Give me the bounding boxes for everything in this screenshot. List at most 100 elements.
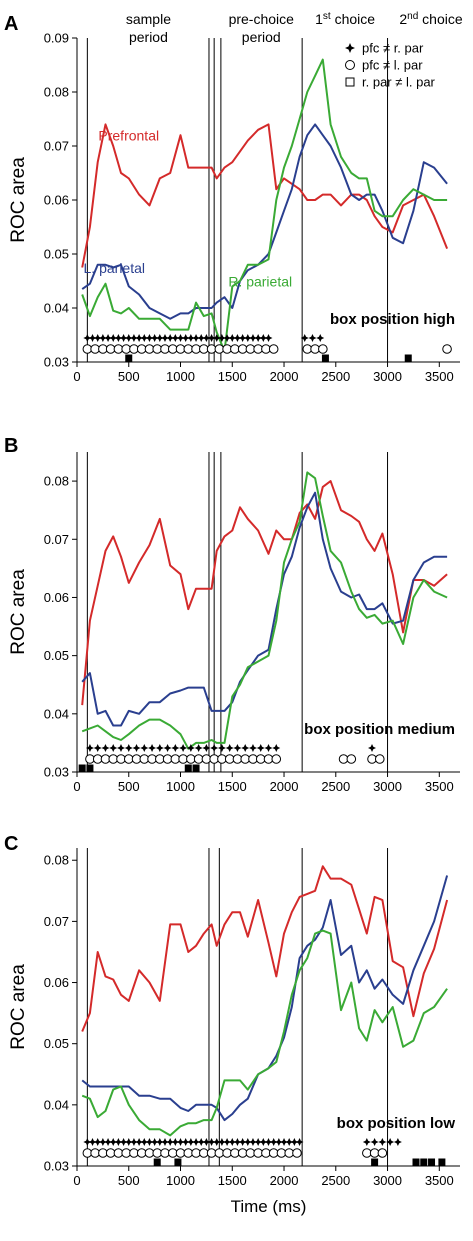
- star-marker: [150, 334, 159, 342]
- star-marker: [186, 744, 195, 752]
- star-marker: [280, 1138, 289, 1146]
- x-tick-label: 1500: [218, 369, 247, 384]
- star-marker: [166, 1138, 175, 1146]
- y-tick-label: 0.08: [44, 474, 69, 489]
- y-tick-label: 0.03: [44, 1159, 69, 1174]
- star-marker: [179, 744, 188, 752]
- legend-entry: r. par ≠ l. par: [362, 75, 436, 90]
- x-axis-label: Time (ms): [231, 1197, 307, 1216]
- series-line-pfc: [81, 123, 449, 268]
- x-tick-label: 3500: [425, 369, 454, 384]
- star-marker: [114, 334, 123, 342]
- square-marker: [192, 764, 200, 772]
- star-marker: [181, 1138, 190, 1146]
- star-marker: [197, 1138, 206, 1146]
- star-marker: [393, 1138, 402, 1146]
- legend: pfc ≠ r. par pfc ≠ l. par r. par ≠ l. par: [345, 41, 436, 90]
- legend-entry: pfc ≠ l. par: [362, 58, 423, 73]
- y-tick-label: 0.04: [44, 1097, 69, 1112]
- series-line-lpar: [81, 123, 448, 320]
- square-marker: [371, 1158, 379, 1166]
- star-marker: [135, 1138, 144, 1146]
- series-line-rpar: [81, 929, 448, 1137]
- star-marker: [248, 334, 257, 342]
- star-marker: [228, 1138, 237, 1146]
- star-marker: [285, 1138, 294, 1146]
- x-tick-label: 0: [73, 779, 80, 794]
- star-marker: [238, 334, 247, 342]
- star-marker: [248, 1138, 257, 1146]
- star-marker: [88, 1138, 97, 1146]
- star-marker: [233, 1138, 242, 1146]
- star-marker: [233, 744, 242, 752]
- star-marker: [124, 334, 133, 342]
- star-marker: [207, 334, 216, 342]
- y-axis-label: ROC area: [8, 569, 29, 655]
- y-tick-label: 0.08: [44, 85, 69, 100]
- square-marker: [438, 1158, 446, 1166]
- star-marker: [181, 334, 190, 342]
- star-marker: [124, 1138, 133, 1146]
- star-marker: [93, 334, 102, 342]
- period-label-second-choice: 2nd choice: [399, 11, 462, 27]
- y-tick-label: 0.05: [44, 648, 69, 663]
- star-marker: [150, 1138, 159, 1146]
- y-tick-label: 0.06: [44, 590, 69, 605]
- x-tick-label: 500: [118, 1173, 140, 1188]
- star-marker: [109, 334, 118, 342]
- circle-marker: [377, 1148, 388, 1158]
- star-marker: [362, 1138, 371, 1146]
- star-marker: [212, 1138, 221, 1146]
- square-marker: [428, 1158, 436, 1166]
- star-marker: [104, 334, 113, 342]
- x-tick-label: 500: [118, 369, 140, 384]
- y-axis-label: ROC area: [8, 157, 29, 243]
- star-marker: [83, 334, 92, 342]
- star-marker: [259, 334, 268, 342]
- x-tick-label: 2500: [321, 1173, 350, 1188]
- star-marker: [98, 1138, 107, 1146]
- star-marker: [83, 1138, 92, 1146]
- star-marker: [264, 744, 273, 752]
- legend-star-icon: [345, 43, 355, 53]
- star-marker: [223, 334, 232, 342]
- panel-B: B 0.03 0.04 0.05 0.06 0.07 0.08 0 500 1000 1500 200…: [4, 435, 460, 794]
- y-tick-label: 0.06: [44, 975, 69, 990]
- star-marker: [171, 334, 180, 342]
- star-marker: [238, 1138, 247, 1146]
- star-marker: [290, 1138, 299, 1146]
- star-marker: [256, 744, 265, 752]
- star-marker: [129, 334, 138, 342]
- square-marker: [174, 1158, 182, 1166]
- star-marker: [88, 334, 97, 342]
- box-position-label: box position low: [337, 1115, 456, 1132]
- star-marker: [145, 1138, 154, 1146]
- x-tick-label: 1000: [166, 1173, 195, 1188]
- x-tick-label: 3000: [373, 779, 402, 794]
- star-marker: [202, 744, 211, 752]
- x-tick-label: 3000: [373, 1173, 402, 1188]
- circle-marker: [346, 754, 357, 764]
- legend-circle-icon: [345, 60, 355, 70]
- star-marker: [368, 744, 377, 752]
- square-marker: [404, 354, 412, 362]
- legend-entry: pfc ≠ r. par: [362, 41, 424, 56]
- star-marker: [274, 1138, 283, 1146]
- star-marker: [272, 744, 281, 752]
- star-marker: [109, 744, 118, 752]
- star-marker: [135, 334, 144, 342]
- star-marker: [119, 334, 128, 342]
- x-tick-label: 3500: [425, 779, 454, 794]
- y-tick-label: 0.09: [44, 31, 69, 46]
- y-tick-label: 0.08: [44, 853, 69, 868]
- series-label: L. parietal: [84, 260, 145, 276]
- square-marker: [184, 764, 192, 772]
- star-marker: [212, 334, 221, 342]
- star-marker: [225, 744, 234, 752]
- star-marker: [386, 1138, 395, 1146]
- panel-A: A 0.03 0.04 0.05 0.06 0.07 0.08 0.09 0 500 1000 150…: [4, 11, 463, 384]
- star-marker: [217, 744, 226, 752]
- y-tick-label: 0.04: [44, 706, 69, 721]
- star-marker: [155, 1138, 164, 1146]
- y-axis-label: ROC area: [8, 964, 29, 1050]
